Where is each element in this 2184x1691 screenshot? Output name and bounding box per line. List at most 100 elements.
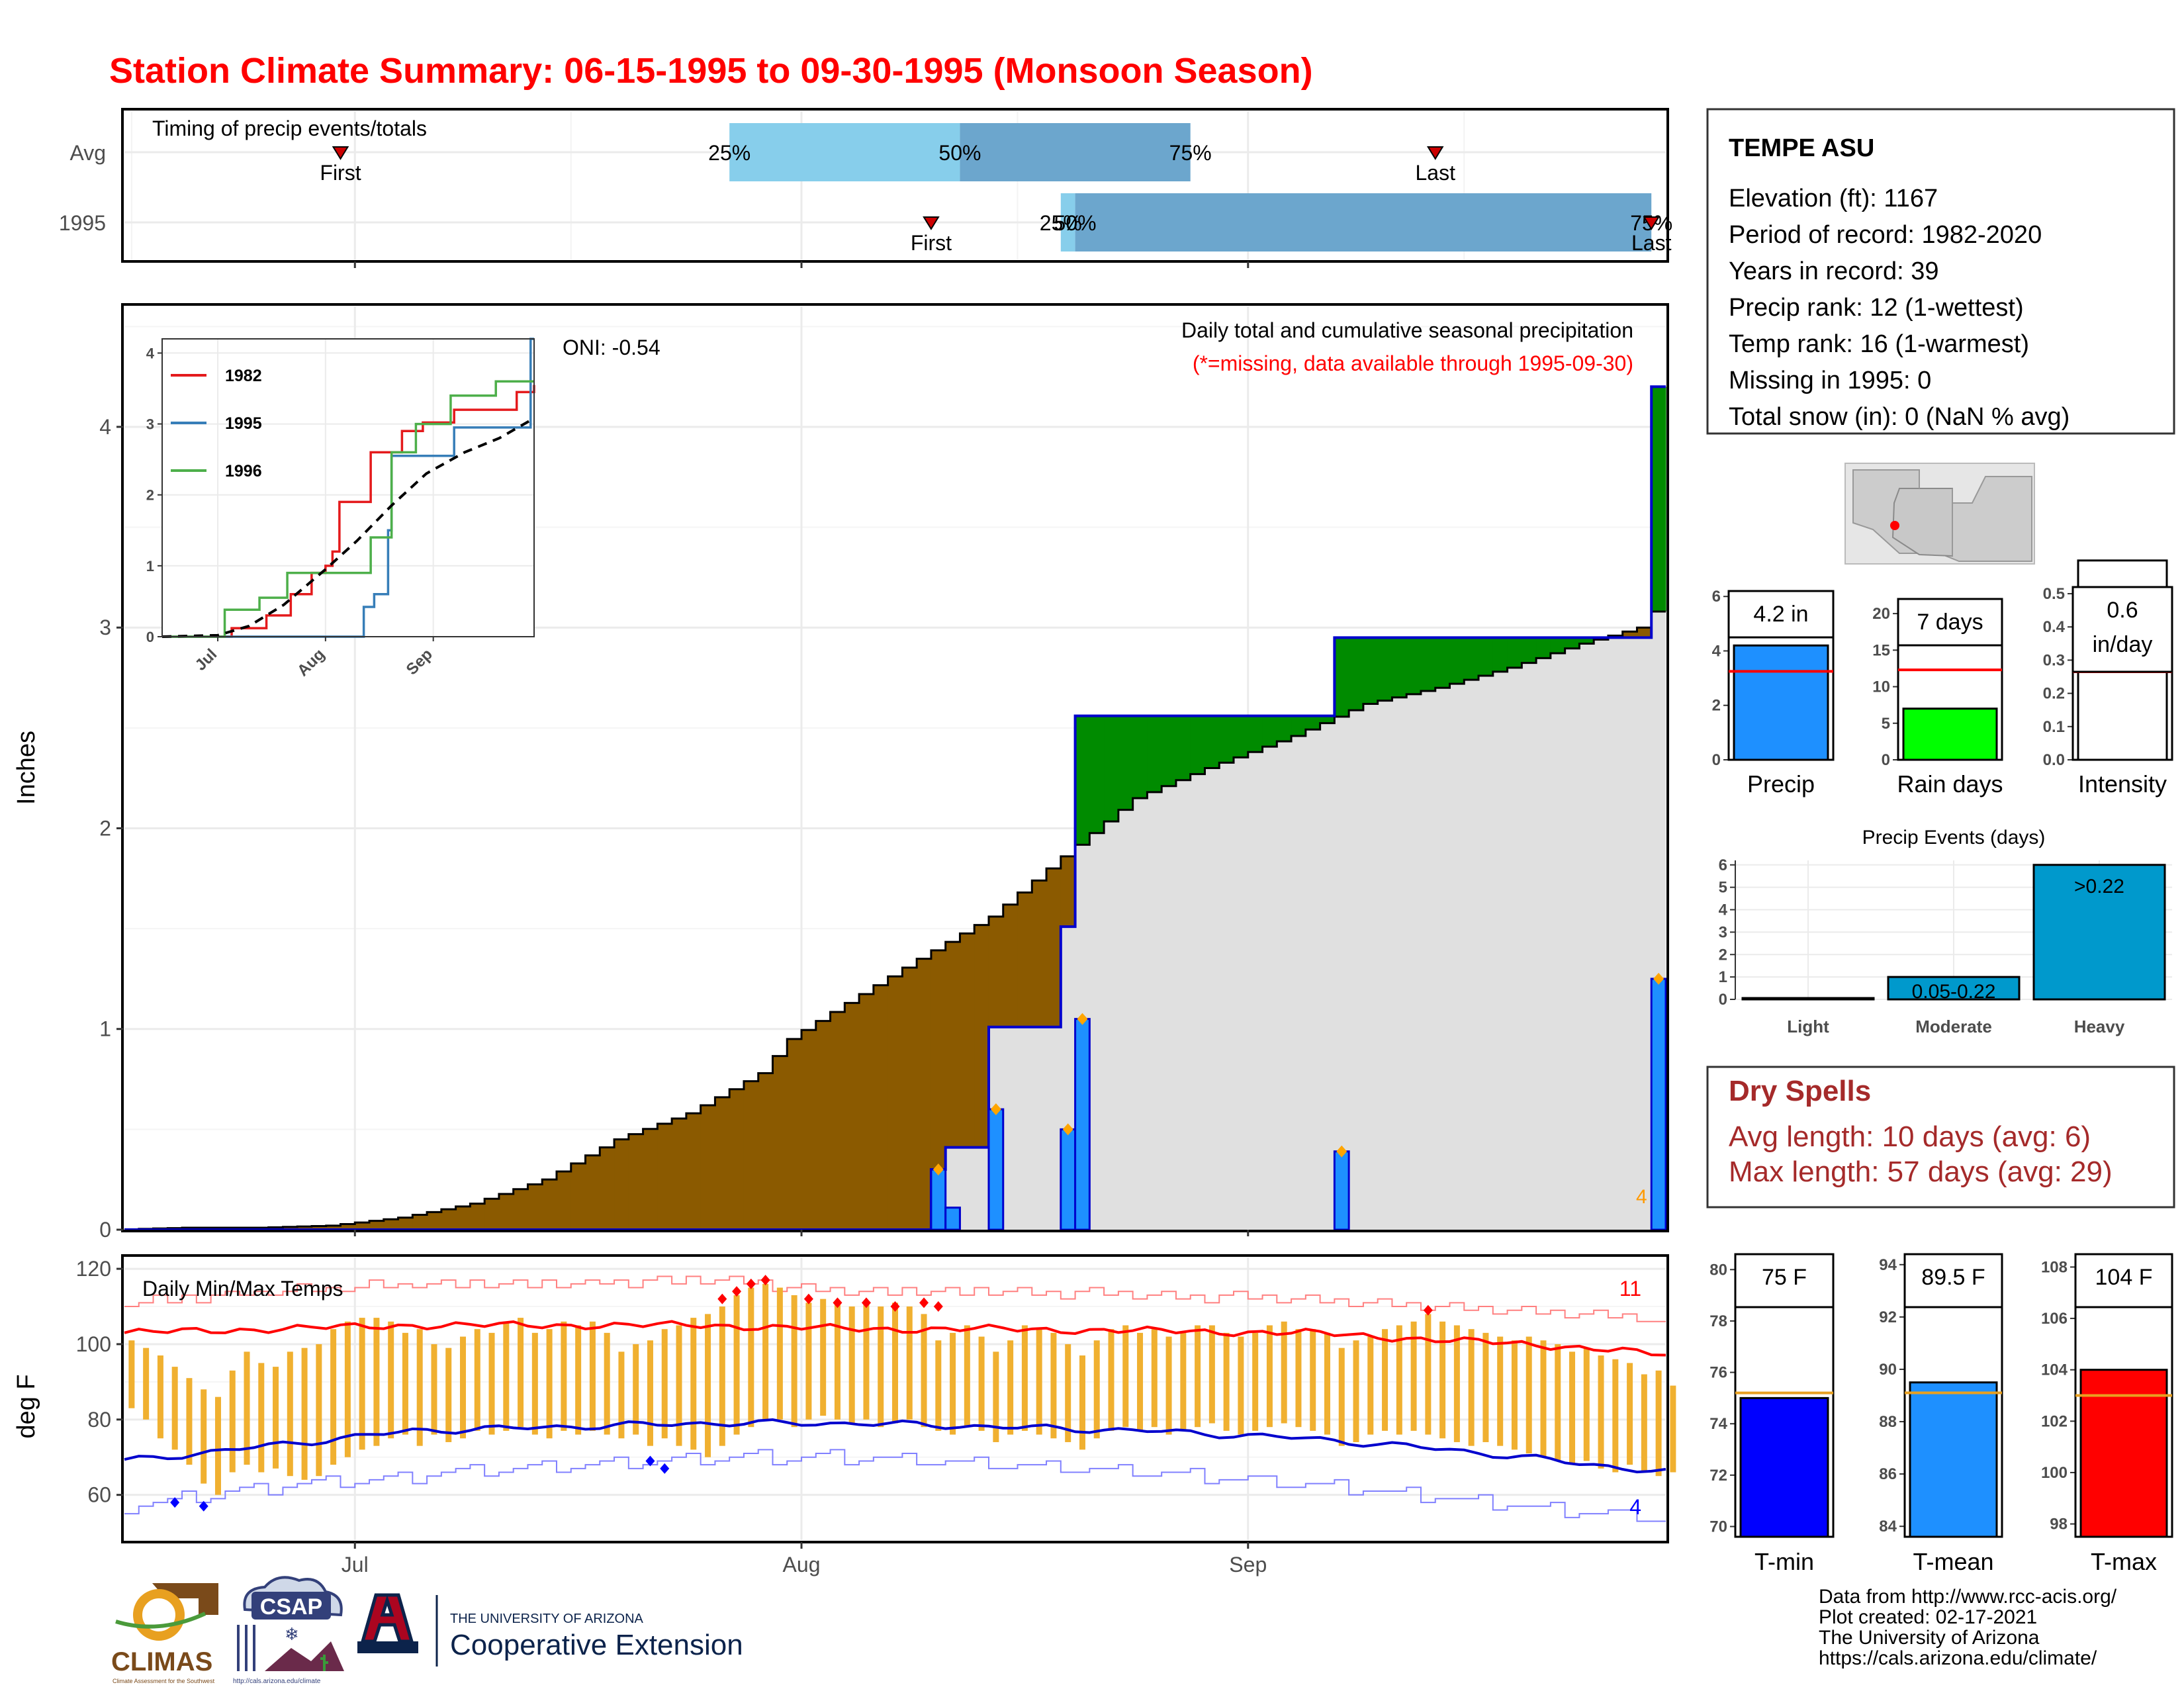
temp-summary-t-min-ytick-label: 72	[1709, 1467, 1727, 1485]
ua-a-base	[357, 1641, 418, 1653]
temp-daily-bar	[1151, 1329, 1158, 1428]
temp-record-min-line	[124, 1449, 1666, 1522]
precip-departure-bar	[628, 1134, 644, 1230]
precip-ylabel: Inches	[13, 731, 40, 805]
temp-summary-t-max-ytick-label: 104	[2041, 1361, 2068, 1379]
x-axis-labels: Jul Aug Sep	[341, 261, 1267, 1577]
events-ytick-label: 1	[1719, 968, 1727, 986]
station-box	[1706, 108, 2175, 435]
events-bar-label-heavy: >0.22	[2074, 876, 2124, 897]
dry-spells-max: Max length: 57 days (avg: 29)	[1729, 1156, 2113, 1188]
temp-daily-bar	[1439, 1321, 1446, 1439]
temp-daily-bar	[186, 1378, 193, 1465]
precip-departure-bar	[1161, 715, 1177, 786]
precip-departure-bar	[960, 933, 975, 1148]
temp-daily-bar	[359, 1318, 365, 1450]
precip-departure-bar	[830, 1011, 845, 1230]
precip-ytick-label: 1	[99, 1017, 111, 1041]
precip-daily-bar	[1060, 1128, 1077, 1231]
temp-record-low-marker	[199, 1500, 208, 1512]
precip-yticks: 0 1 2 3 4	[99, 415, 123, 1242]
summary-precip-ytick-label: 4	[1712, 642, 1721, 660]
temp-summary-t-mean-value-bar	[1909, 1381, 1998, 1538]
precip-departure-bar	[917, 958, 932, 1230]
temp-daily-bar	[1137, 1332, 1144, 1431]
temp-daily-bar	[1670, 1385, 1676, 1473]
summary-rain-days-ytick-label: 15	[1872, 641, 1890, 659]
temp-daily-bar	[128, 1340, 135, 1408]
dry-spells: Dry Spells Avg length: 10 days (avg: 6) …	[1706, 1066, 2175, 1209]
temp-summary-t-min-ytick-label: 76	[1709, 1364, 1727, 1382]
summary-precip-value-box	[1727, 590, 1835, 639]
precip-departure-bar	[441, 1209, 457, 1230]
precip-departure-bar	[772, 1056, 788, 1230]
temp-daily-bar	[719, 1306, 725, 1446]
precip-departure-bar	[513, 1189, 529, 1230]
precip-departure-bar	[1522, 637, 1537, 663]
footer-university: The University of Arizona	[1819, 1627, 2040, 1649]
precip-departure-bar	[1420, 637, 1436, 692]
precip-departure-bar	[1075, 715, 1090, 845]
temp-record-low-marker	[645, 1455, 655, 1467]
precip-departure-bar	[758, 1073, 774, 1230]
temp-daily-bar	[1050, 1332, 1057, 1439]
events-ytick-label: 2	[1719, 946, 1727, 964]
temp-ytick-label: 100	[76, 1332, 111, 1356]
precip-departure-bar	[427, 1212, 442, 1230]
temp-summary-t-mean-axis-label: T-mean	[1913, 1548, 1993, 1575]
temp-daily-bar	[633, 1344, 639, 1435]
temp-ytick-label: 120	[76, 1257, 111, 1281]
csap-logo-url: http://cals.arizona.edu/climate	[233, 1678, 321, 1685]
precip-departure-bar	[542, 1179, 557, 1230]
temp-daily-bar	[921, 1314, 927, 1428]
csap-badge	[251, 1592, 331, 1620]
inset-lines	[161, 338, 535, 638]
precip-departure-bar	[1248, 715, 1263, 753]
temp-daily-bar	[848, 1306, 855, 1424]
precip-daily-bar	[1650, 978, 1667, 1231]
timing-bar-q2	[1075, 193, 1652, 251]
temp-summary-t-mean-ytick-label: 86	[1879, 1465, 1897, 1483]
inset-legend-label: 1996	[225, 462, 262, 480]
timing-label-75: 75%	[1169, 141, 1212, 165]
precip-departure-bar	[686, 1113, 702, 1230]
temp-summary-t-max-axis-label: T-max	[2091, 1548, 2157, 1575]
precip-departure-bar	[297, 1226, 312, 1230]
precip-departure-bar	[1565, 637, 1580, 649]
summary-precip-ytick-label: 6	[1712, 588, 1721, 606]
temp-summary-t-min-value-bar	[1739, 1396, 1829, 1538]
events-ytick-label: 5	[1719, 879, 1727, 897]
temp-daily-bar	[1367, 1336, 1374, 1435]
dry-spells-box	[1706, 1066, 2175, 1209]
inset-ytick-label: 4	[146, 345, 155, 361]
map-station-dot	[1890, 521, 1899, 530]
temp-daily-bar	[518, 1318, 524, 1428]
precip-departure-bar	[1175, 715, 1191, 780]
temp-summary-bars: 70 72 74 76 78 80 75 F T-min 84 86 88 90 92 94 89.5 F T…	[1709, 1253, 2173, 1575]
station-name: TEMPE ASU	[1729, 134, 1874, 162]
temp-daily-bar	[1165, 1336, 1172, 1435]
temp-record-high-marker	[933, 1301, 943, 1312]
precip-departure-bar	[873, 985, 889, 1230]
ua-logo: THE UNIVERSITY OF ARIZONA Cooperative Ex…	[357, 1593, 743, 1667]
temp-daily-bar	[344, 1321, 351, 1457]
precip-daily-bar	[1074, 1018, 1091, 1231]
temp-daily-bar	[1353, 1340, 1359, 1442]
station-precip-rank: Precip rank: 12 (1-wettest)	[1729, 294, 2024, 322]
precip-departure-bar	[556, 1171, 572, 1230]
temp-record-high-marker	[746, 1278, 756, 1289]
inset-line-1982	[162, 385, 535, 638]
precip-daily-marker	[1062, 1123, 1073, 1136]
temp-summary-t-min-value-box	[1734, 1253, 1835, 1308]
temp-daily-bar	[503, 1321, 510, 1431]
precip-departure-bar	[643, 1128, 658, 1230]
summary-rain-days-ytick-label: 5	[1882, 715, 1890, 733]
precip-departure-bar	[383, 1219, 399, 1230]
temp-summary-t-max-ytick-label: 100	[2041, 1464, 2068, 1482]
temp-daily-bar	[388, 1321, 394, 1439]
precip-departure-bar	[1651, 387, 1666, 612]
precip-departure-bar	[369, 1220, 385, 1230]
precip-daily-marker	[1077, 1013, 1088, 1025]
